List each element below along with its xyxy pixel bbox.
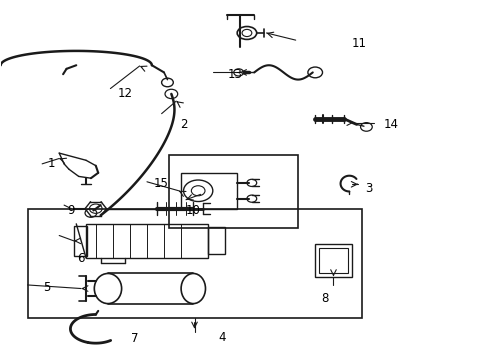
Text: 8: 8: [321, 292, 328, 305]
Bar: [319, 248, 347, 273]
Text: 14: 14: [383, 118, 397, 131]
Bar: [86, 224, 207, 258]
Text: 2: 2: [180, 118, 187, 131]
Bar: [74, 226, 87, 256]
Text: 5: 5: [43, 281, 51, 294]
Text: 9: 9: [67, 204, 75, 217]
Bar: [27, 209, 361, 318]
Text: 12: 12: [117, 87, 132, 100]
Text: 1: 1: [48, 157, 56, 170]
Text: 15: 15: [154, 177, 169, 190]
Circle shape: [233, 69, 243, 76]
Bar: [168, 155, 298, 228]
Text: 4: 4: [218, 331, 226, 344]
Text: 10: 10: [185, 204, 201, 217]
Text: 3: 3: [365, 183, 372, 195]
Text: 6: 6: [77, 252, 85, 265]
Bar: [315, 244, 351, 276]
Bar: [181, 173, 237, 209]
Bar: [207, 228, 224, 254]
Text: 7: 7: [131, 332, 138, 345]
Text: 11: 11: [351, 37, 366, 50]
Text: 13: 13: [227, 68, 242, 81]
